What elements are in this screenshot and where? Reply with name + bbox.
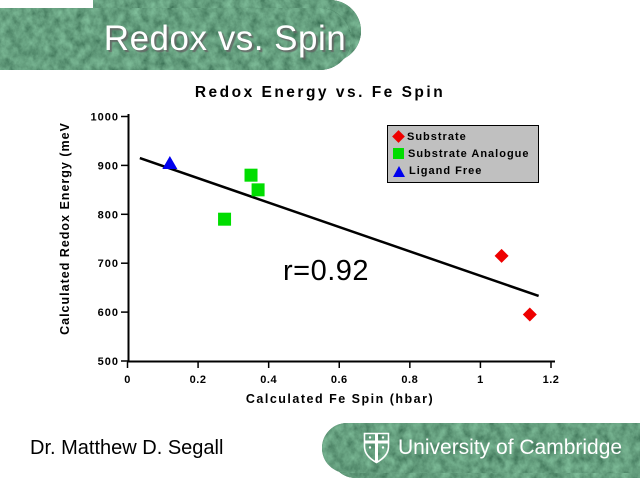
x-tick-label: 0 <box>124 374 131 386</box>
cambridge-crest-icon <box>363 432 390 464</box>
y-tick-label: 1000 <box>91 112 119 124</box>
legend: Substrate Substrate Analogue Ligand Free <box>387 125 539 183</box>
chart-title: Redox Energy vs. Fe Spin <box>194 84 446 101</box>
trend-line <box>139 156 540 298</box>
legend-label: Substrate <box>407 130 467 143</box>
x-tick-label: 0.6 <box>331 374 348 386</box>
y-tick-label: 600 <box>98 307 119 319</box>
legend-label: Substrate Analogue <box>408 147 530 160</box>
author-name: Dr. Matthew D. Segall <box>30 437 224 459</box>
triangle-marker-icon <box>393 165 405 177</box>
legend-label: Ligand Free <box>409 165 483 178</box>
square-marker-icon <box>393 148 404 160</box>
x-tick-label: 1.2 <box>543 374 560 386</box>
title-banner <box>0 8 351 70</box>
x-tick-label: 0.8 <box>401 374 418 386</box>
diamond-marker-icon <box>392 130 405 144</box>
data-point-triangle <box>162 155 178 169</box>
data-point-square <box>244 168 258 182</box>
legend-row-substrate: Substrate <box>392 130 538 144</box>
data-point-diamond <box>522 307 537 322</box>
y-tick-label: 800 <box>98 209 119 221</box>
x-tick-label: 0.2 <box>190 374 207 386</box>
footer-content: University of Cambridge <box>322 423 640 473</box>
x-tick-label: 1 <box>477 374 484 386</box>
y-tick-label: 700 <box>98 258 119 270</box>
correlation-annotation: r=0.92 <box>283 255 370 287</box>
legend-row-substrate-analogue: Substrate Analogue <box>393 148 538 160</box>
data-point-square <box>218 212 232 226</box>
slide-title: Redox vs. Spin <box>103 19 347 58</box>
y-tick-label: 900 <box>98 160 119 172</box>
footer-banner: University of Cambridge <box>322 423 640 473</box>
x-tick-label: 0.4 <box>260 374 277 386</box>
legend-row-ligand-free: Ligand Free <box>393 165 538 177</box>
y-tick-label: 500 <box>98 356 119 368</box>
organization-name: University of Cambridge <box>398 436 623 459</box>
data-point-diamond <box>494 248 509 263</box>
x-axis-title: Calculated Fe Spin (hbar) <box>245 392 435 406</box>
data-point-square <box>251 183 265 197</box>
